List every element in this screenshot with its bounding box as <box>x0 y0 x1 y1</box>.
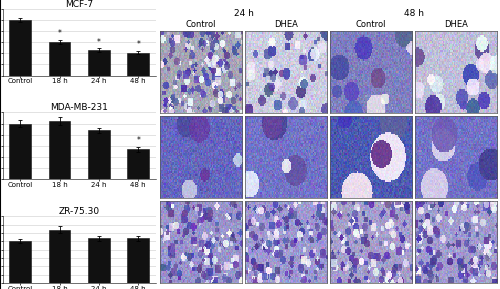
Title: MCF-7: MCF-7 <box>65 0 94 9</box>
Bar <box>10 20 31 76</box>
Text: *: * <box>97 38 101 47</box>
Bar <box>49 42 70 76</box>
Text: *: * <box>58 29 62 38</box>
Text: 48 h: 48 h <box>404 9 423 18</box>
Bar <box>88 130 110 179</box>
Bar <box>128 149 149 179</box>
Bar <box>128 53 149 76</box>
Text: *: * <box>136 136 140 145</box>
Title: ZR-75.30: ZR-75.30 <box>58 207 100 216</box>
Bar <box>10 241 31 283</box>
Text: *: * <box>136 40 140 49</box>
Bar <box>88 50 110 76</box>
Text: 24 h: 24 h <box>234 9 254 18</box>
Text: Control: Control <box>356 20 386 29</box>
Bar <box>49 121 70 179</box>
Title: MDA-MB-231: MDA-MB-231 <box>50 103 108 112</box>
Text: DHEA: DHEA <box>444 20 468 29</box>
Bar <box>88 238 110 283</box>
Bar <box>128 238 149 283</box>
Text: DHEA: DHEA <box>274 20 298 29</box>
Bar <box>49 230 70 283</box>
Text: Control: Control <box>186 20 216 29</box>
Bar <box>10 124 31 179</box>
